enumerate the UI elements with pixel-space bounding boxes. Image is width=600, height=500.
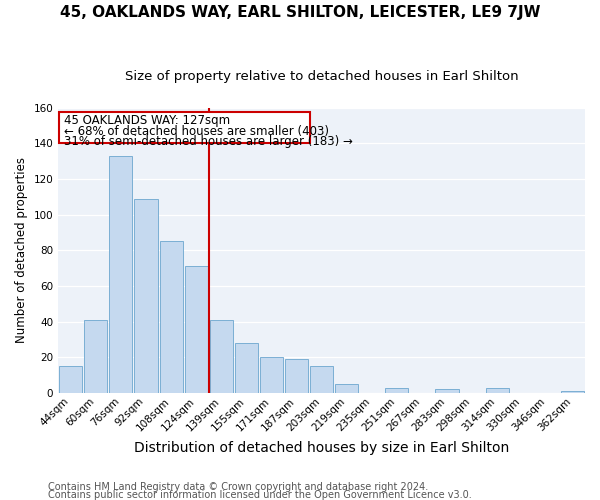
Bar: [260, 358, 283, 393]
FancyBboxPatch shape: [59, 112, 310, 142]
Text: 45 OAKLANDS WAY: 127sqm: 45 OAKLANDS WAY: 127sqm: [64, 114, 230, 128]
Text: 45, OAKLANDS WAY, EARL SHILTON, LEICESTER, LE9 7JW: 45, OAKLANDS WAY, EARL SHILTON, LEICESTE…: [60, 5, 540, 20]
Bar: [485, 388, 509, 393]
Bar: [185, 266, 208, 393]
Bar: [285, 359, 308, 393]
Bar: [310, 366, 333, 393]
Text: ← 68% of detached houses are smaller (403): ← 68% of detached houses are smaller (40…: [64, 124, 329, 138]
Bar: [335, 384, 358, 393]
Bar: [134, 198, 158, 393]
Bar: [561, 391, 584, 393]
Bar: [160, 242, 182, 393]
Bar: [59, 366, 82, 393]
Text: Contains public sector information licensed under the Open Government Licence v3: Contains public sector information licen…: [48, 490, 472, 500]
Text: Contains HM Land Registry data © Crown copyright and database right 2024.: Contains HM Land Registry data © Crown c…: [48, 482, 428, 492]
Bar: [209, 320, 233, 393]
Y-axis label: Number of detached properties: Number of detached properties: [15, 158, 28, 344]
Text: 31% of semi-detached houses are larger (183) →: 31% of semi-detached houses are larger (…: [64, 134, 353, 147]
Bar: [84, 320, 107, 393]
Title: Size of property relative to detached houses in Earl Shilton: Size of property relative to detached ho…: [125, 70, 518, 83]
Bar: [385, 388, 409, 393]
Bar: [235, 343, 258, 393]
X-axis label: Distribution of detached houses by size in Earl Shilton: Distribution of detached houses by size …: [134, 441, 509, 455]
Bar: [109, 156, 133, 393]
Bar: [436, 390, 458, 393]
